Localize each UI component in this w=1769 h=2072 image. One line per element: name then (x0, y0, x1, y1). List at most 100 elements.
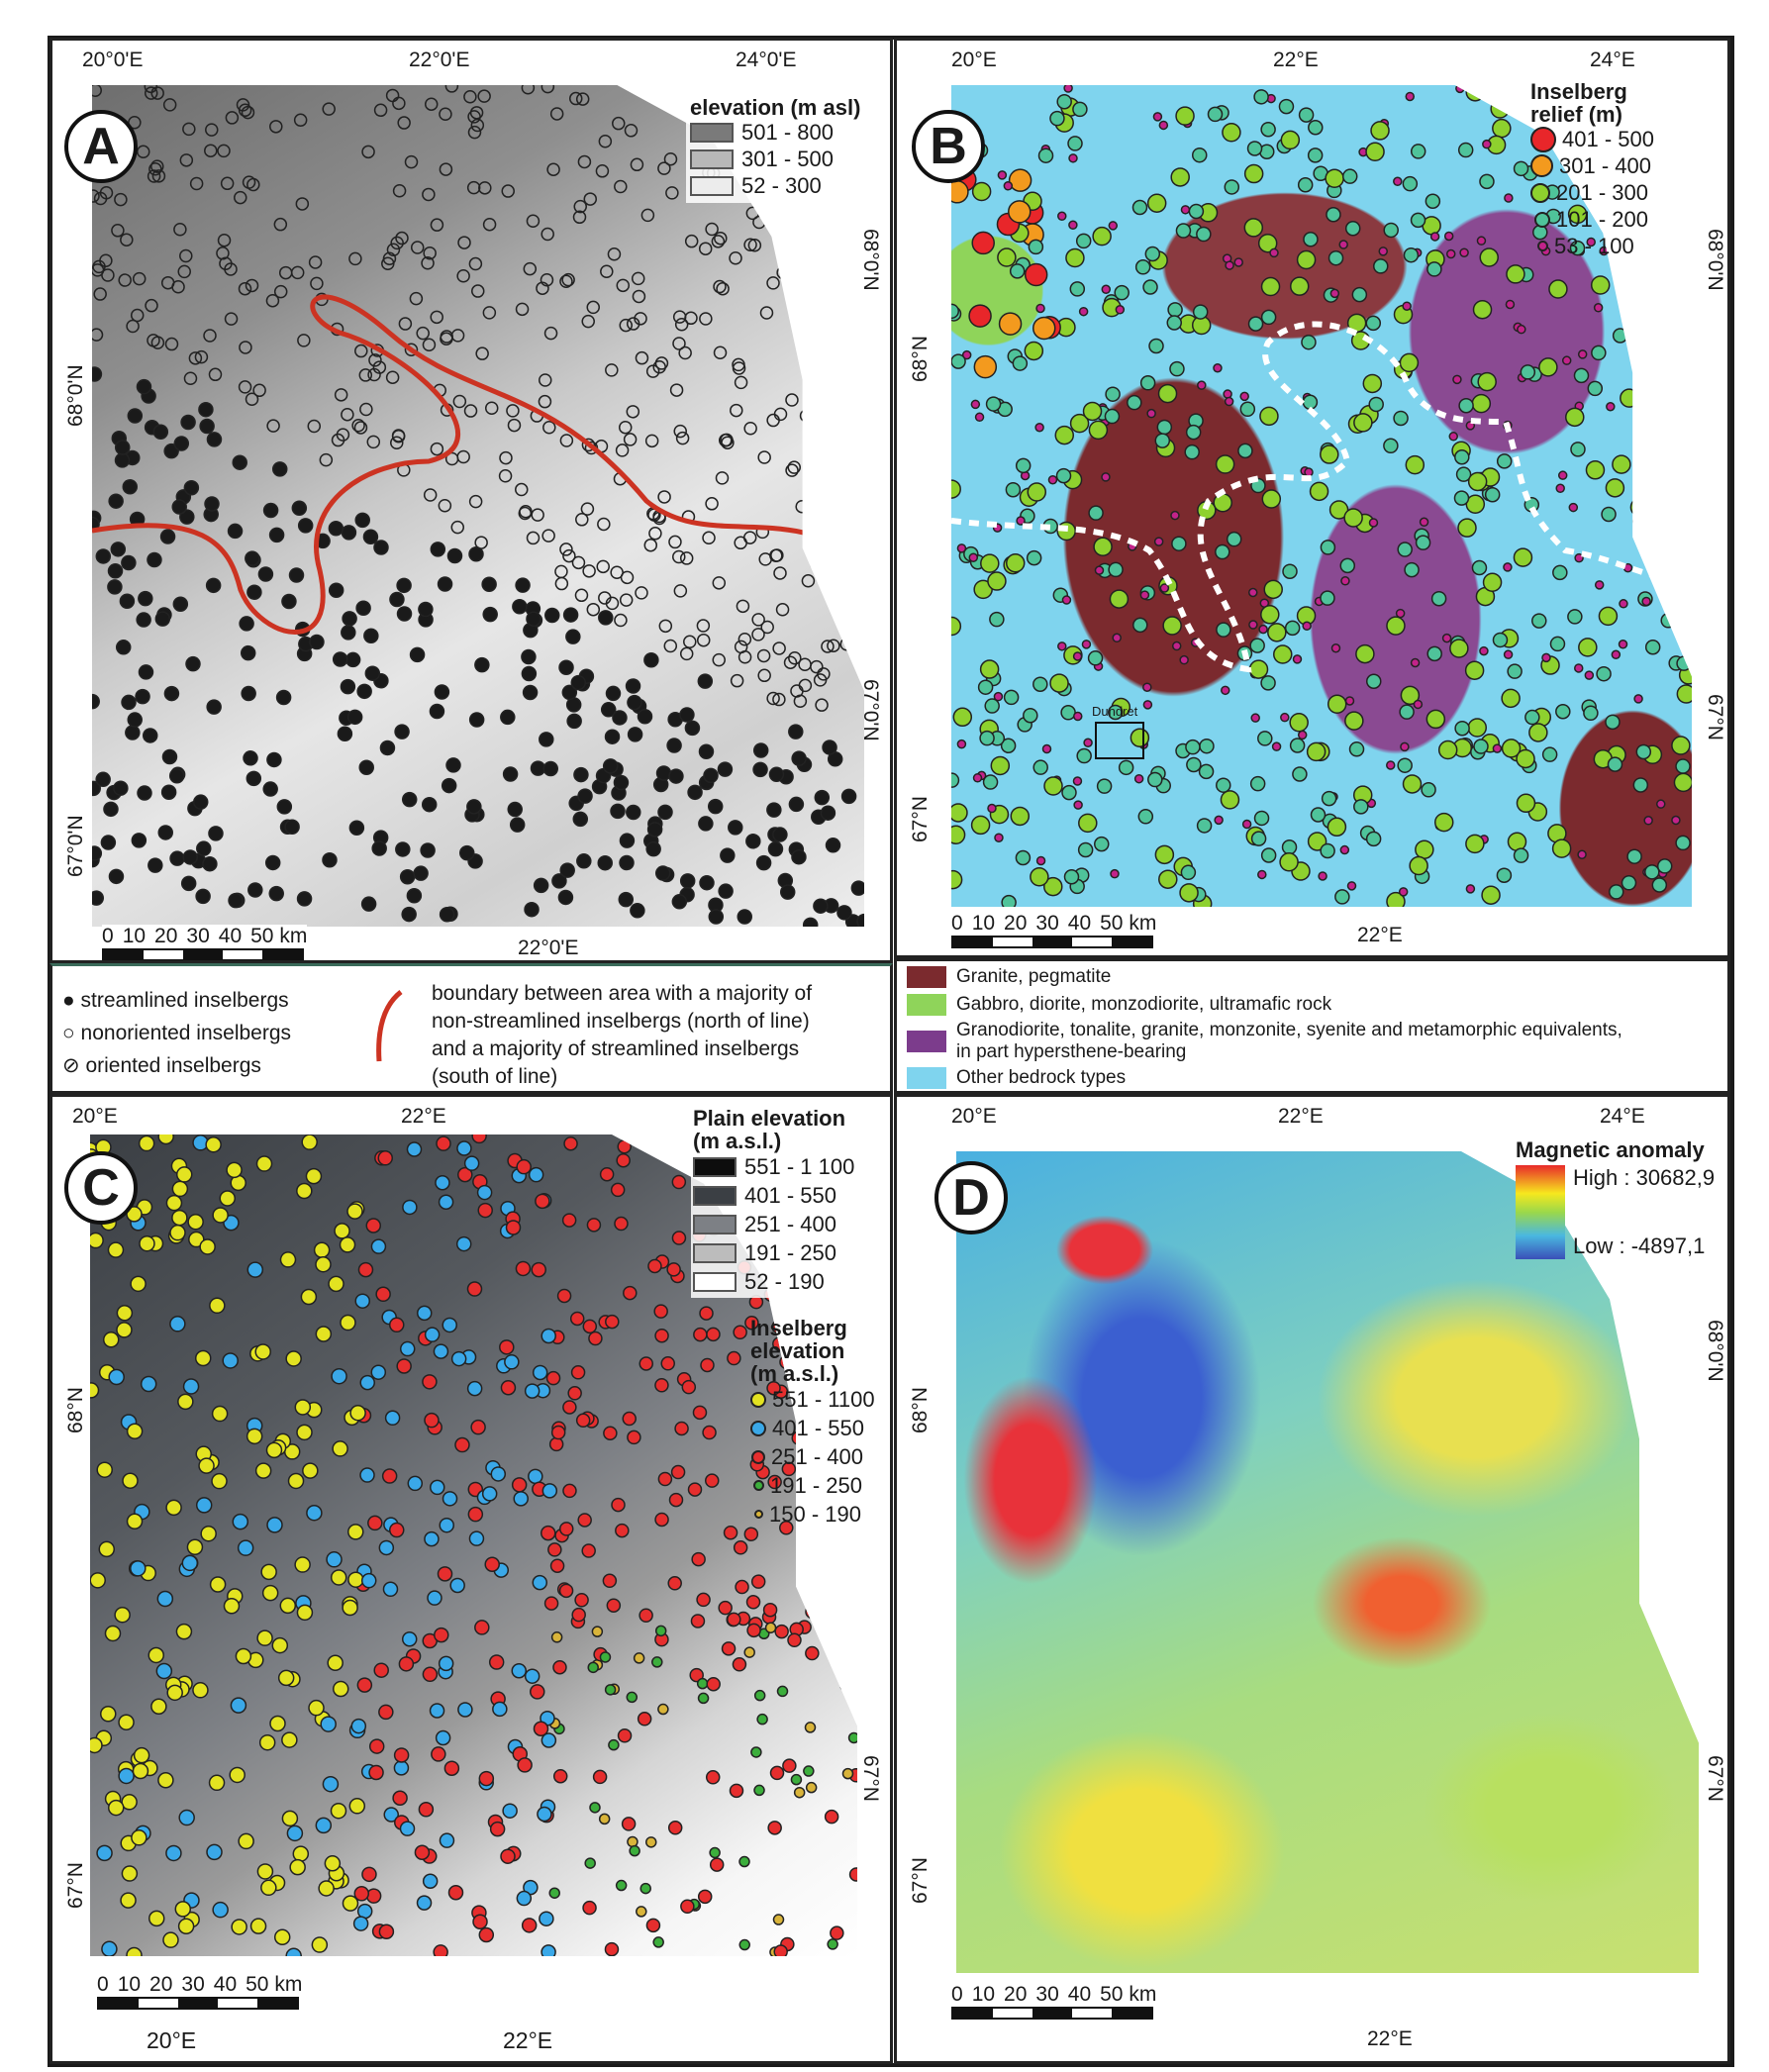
inselberg-point (951, 772, 960, 788)
gabbro-swatch (907, 994, 946, 1016)
inselberg-point (92, 85, 102, 97)
inselberg-point (788, 724, 804, 740)
inselberg-point (1351, 286, 1368, 303)
place-label-dundret: Dundret (1092, 704, 1138, 719)
inselberg-point (571, 1607, 586, 1623)
inselberg-point (450, 520, 465, 535)
inselberg-point (827, 639, 840, 652)
inselberg-point (1386, 616, 1406, 636)
inselberg-point (90, 1736, 103, 1754)
inselberg-point (774, 1624, 789, 1639)
inselberg-point (629, 1844, 640, 1857)
inselberg-point (1307, 148, 1324, 163)
inselberg-point (429, 703, 445, 720)
inselberg-point (468, 494, 483, 509)
inselberg-point (291, 500, 308, 517)
inselberg-point (587, 1661, 599, 1674)
inselberg-point (269, 1715, 286, 1732)
inselberg-point (775, 232, 790, 246)
scale-bar-b: 0 10 20 30 40 50 km (951, 912, 1156, 948)
scale-label: 20 (1004, 1983, 1028, 2006)
inselberg-point (474, 656, 490, 673)
inselberg-point (1516, 748, 1535, 769)
inselberg-point (793, 1786, 806, 1799)
inselberg-point (539, 373, 552, 387)
inselberg-point (1081, 640, 1092, 649)
scale-bar-graphic (951, 2007, 1153, 2020)
inselberg-point (172, 596, 189, 612)
inselberg-point (1072, 651, 1083, 661)
color-ramp (1516, 1165, 1565, 1259)
inselberg-point (583, 192, 598, 206)
scale-bar-graphic (951, 936, 1153, 948)
inselberg-point (821, 640, 835, 653)
inselberg-point (318, 1880, 335, 1897)
inselberg-point (1605, 478, 1625, 498)
inselberg-point (406, 888, 423, 904)
inselberg-point (294, 1399, 312, 1416)
inselberg-point (438, 1655, 454, 1672)
inselberg-point (1142, 682, 1152, 692)
inselberg-point (952, 707, 973, 728)
inselberg-point (1253, 89, 1269, 105)
inselberg-point (431, 1746, 446, 1762)
inselberg-point (810, 659, 824, 674)
inselberg-point (987, 803, 997, 814)
inselberg-point (729, 250, 742, 265)
inselberg-point (737, 632, 752, 646)
inselberg-point (118, 1767, 135, 1785)
inselberg-point (1278, 98, 1295, 115)
inselberg-point (1661, 382, 1682, 403)
inselberg-point (1601, 506, 1617, 523)
inselberg-point (605, 363, 619, 377)
inselberg-point (848, 1689, 857, 1704)
top-tick-c-1: 20°E (72, 1105, 118, 1128)
inselberg-point (785, 393, 799, 407)
inselberg-point (762, 1602, 778, 1618)
inselberg-point (1596, 665, 1612, 682)
inselberg-point (1643, 432, 1660, 448)
inselberg-point (295, 197, 310, 211)
inselberg-point (245, 392, 259, 407)
inselberg-point (118, 1714, 135, 1731)
inselberg-point (814, 789, 831, 806)
inselberg-point (490, 1466, 507, 1482)
inselberg-point (118, 273, 132, 287)
inselberg-point (342, 611, 357, 627)
inselberg-point (702, 1425, 717, 1440)
inselberg-point (604, 1684, 617, 1696)
inselberg-point (696, 1677, 709, 1690)
inselberg-point (257, 566, 274, 582)
inselberg-point (424, 97, 439, 111)
inselberg-point (456, 449, 470, 464)
inselberg-point (728, 820, 743, 836)
inselberg-point (1594, 580, 1605, 590)
inselberg-point (367, 1515, 383, 1531)
inselberg-point (175, 1623, 193, 1640)
inselberg-point (980, 553, 1000, 573)
inselberg-point (511, 1477, 528, 1493)
inselberg-point (489, 1821, 506, 1837)
inselberg-point (675, 431, 690, 445)
inselberg-point (998, 312, 1023, 336)
inselberg-point (697, 673, 714, 689)
inselberg-point (1214, 815, 1224, 826)
inselberg-point (472, 1914, 488, 1930)
inselberg-point (278, 265, 293, 280)
inselberg-point (542, 760, 558, 777)
inselberg-point (114, 440, 131, 455)
inselberg-point (1465, 85, 1485, 102)
inselberg-point (396, 1358, 412, 1374)
inselberg-point (982, 774, 999, 790)
inselberg-point (1482, 572, 1503, 592)
inselberg-point (348, 1798, 366, 1815)
inselberg-point (435, 1175, 450, 1191)
inselberg-point (1023, 707, 1038, 724)
inselberg-point (1057, 641, 1067, 651)
inselberg-point (92, 189, 100, 203)
inselberg-point (848, 1867, 857, 1882)
inselberg-point (574, 588, 589, 603)
inselberg-point (1237, 443, 1253, 459)
legend-label: 191 - 250 (770, 1472, 862, 1498)
inselberg-point (752, 761, 768, 778)
